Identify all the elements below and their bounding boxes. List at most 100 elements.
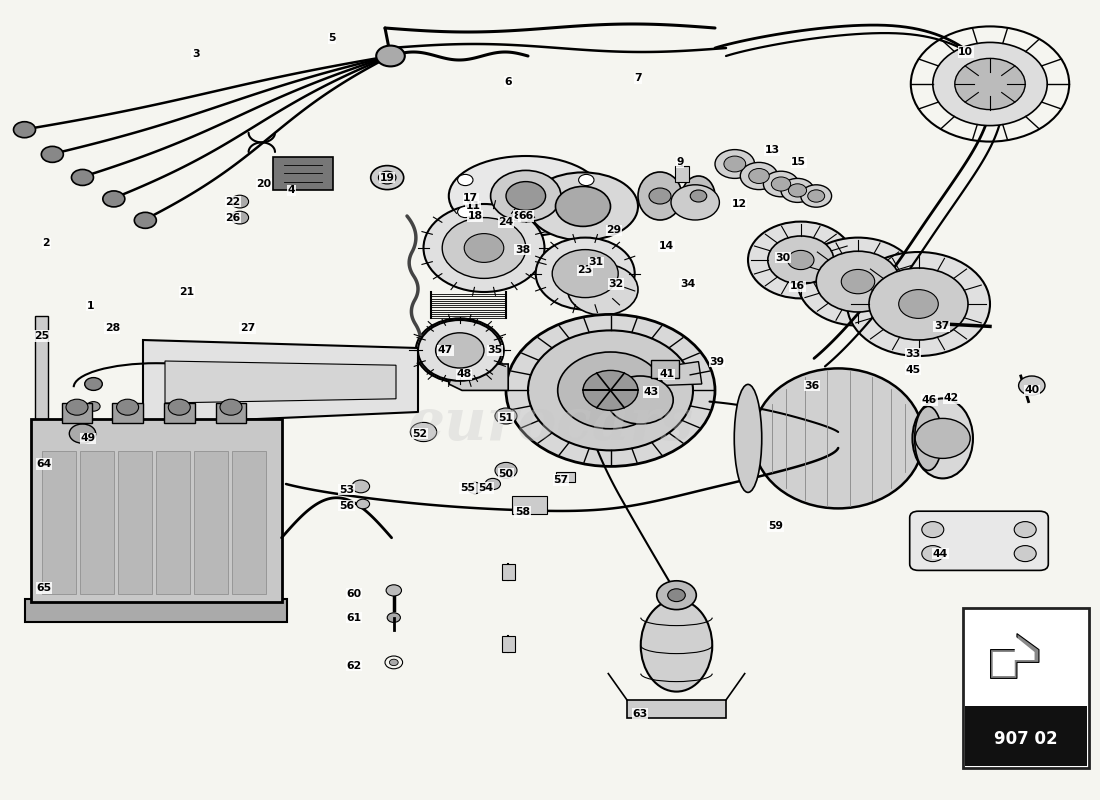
Circle shape [424,204,544,292]
Ellipse shape [735,384,761,492]
Circle shape [649,188,671,204]
Polygon shape [165,361,396,403]
Ellipse shape [449,156,603,236]
Text: 2: 2 [43,238,50,248]
Bar [962,608,1089,768]
Circle shape [491,170,561,222]
Text: 20: 20 [256,179,272,189]
Polygon shape [143,340,418,424]
Circle shape [869,268,968,340]
Circle shape [72,170,94,186]
Text: 4: 4 [288,186,295,195]
Text: 13: 13 [764,146,780,155]
Ellipse shape [915,406,942,470]
Text: 58: 58 [515,507,530,517]
Circle shape [231,195,249,208]
Bar [965,706,1087,766]
Circle shape [458,174,473,186]
Circle shape [117,399,139,415]
Circle shape [66,399,88,415]
Circle shape [13,122,35,138]
Circle shape [387,613,400,622]
Text: 48: 48 [456,370,472,379]
Text: 30: 30 [776,253,791,262]
Text: 27: 27 [240,323,255,333]
Text: 31: 31 [588,258,604,267]
Text: 65: 65 [36,583,52,593]
Text: 61: 61 [346,613,362,622]
Text: 32: 32 [608,279,624,289]
Bar [112,403,143,423]
Text: 62: 62 [346,661,362,670]
Text: 19: 19 [379,173,395,182]
Circle shape [1014,522,1036,538]
Text: 44: 44 [933,549,948,558]
Circle shape [763,171,799,197]
Ellipse shape [682,176,715,216]
Bar [156,451,190,594]
Bar [35,316,48,432]
Circle shape [506,314,715,466]
Text: 26: 26 [226,213,241,222]
Circle shape [816,251,900,312]
Bar [502,636,515,652]
Circle shape [789,184,806,197]
Circle shape [528,330,693,450]
Polygon shape [992,636,1034,676]
Bar [62,403,92,423]
Circle shape [168,399,190,415]
Bar [164,403,195,423]
Circle shape [495,462,517,478]
Circle shape [376,46,405,66]
Circle shape [458,206,473,218]
Text: 22: 22 [226,197,241,206]
Circle shape [506,182,546,210]
Circle shape [749,169,769,183]
Text: 34: 34 [680,279,695,289]
Circle shape [352,480,370,493]
Circle shape [768,236,834,284]
Ellipse shape [528,172,638,241]
Text: 6: 6 [505,77,512,86]
Circle shape [85,378,102,390]
Text: 64: 64 [36,459,52,469]
Circle shape [495,408,517,424]
Text: 5: 5 [329,34,336,43]
Bar [25,599,287,622]
Circle shape [1019,376,1045,395]
Circle shape [607,376,673,424]
Bar [216,403,246,423]
Circle shape [410,422,437,442]
Text: 12: 12 [732,199,747,209]
Circle shape [740,162,778,190]
Circle shape [668,589,685,602]
Circle shape [556,186,610,226]
Text: 50: 50 [498,469,514,478]
Text: 37: 37 [934,322,949,331]
Text: 7: 7 [635,74,641,83]
Circle shape [42,146,64,162]
Circle shape [807,190,825,202]
Circle shape [691,190,706,202]
Circle shape [431,330,488,371]
Circle shape [915,418,970,458]
Text: 23: 23 [578,266,593,275]
Circle shape [87,402,100,411]
Text: 14: 14 [659,242,674,251]
Circle shape [798,238,918,326]
Circle shape [378,171,396,184]
Circle shape [788,250,814,270]
Circle shape [371,166,404,190]
Circle shape [386,585,402,596]
Circle shape [464,234,504,262]
Text: 33: 33 [905,349,921,358]
Circle shape [568,264,638,315]
Text: 54: 54 [478,483,494,493]
Circle shape [418,320,502,381]
Polygon shape [449,364,508,390]
Text: 63: 63 [632,709,648,718]
Circle shape [842,270,874,294]
Bar [232,451,266,594]
Text: 42: 42 [944,394,959,403]
Circle shape [558,352,663,429]
